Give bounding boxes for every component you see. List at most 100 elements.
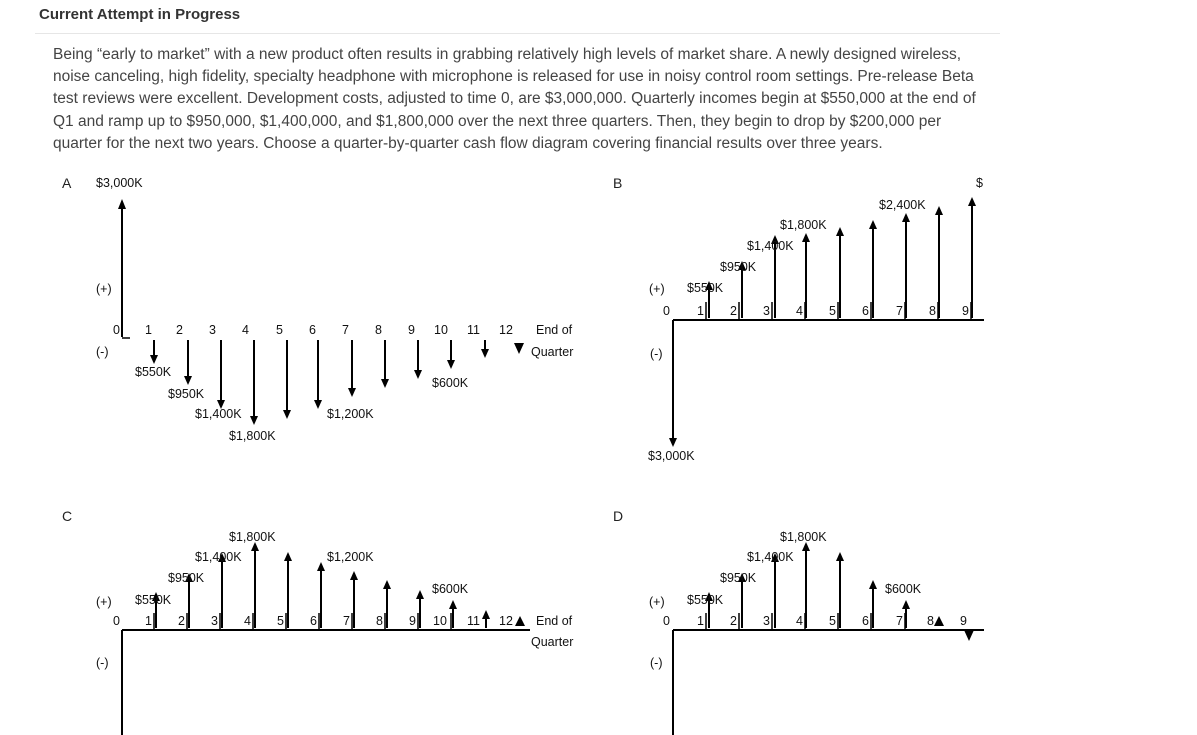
option-b-diagram[interactable]: (+) (-) 0 1 2 3 4 5 6 7 8 9 $550K $950K … <box>600 0 1000 470</box>
option-c-letter[interactable]: C <box>62 508 73 524</box>
svg-text:6: 6 <box>862 304 869 318</box>
option-b-minus: (-) <box>650 347 663 361</box>
option-c-label-950: $950K <box>168 571 205 585</box>
option-d-letter[interactable]: D <box>613 508 624 524</box>
svg-text:5: 5 <box>277 614 284 628</box>
svg-text:6: 6 <box>862 614 869 628</box>
svg-text:2: 2 <box>176 323 183 337</box>
option-d-label-950: $950K <box>720 571 757 585</box>
option-b-label-3000: $3,000K <box>648 449 695 463</box>
svg-text:3: 3 <box>763 614 770 628</box>
svg-text:8: 8 <box>929 304 936 318</box>
svg-text:9: 9 <box>960 614 967 628</box>
svg-text:1: 1 <box>145 614 152 628</box>
svg-text:10: 10 <box>434 323 448 337</box>
option-a-plus: (+) <box>96 282 112 296</box>
svg-text:9: 9 <box>408 323 415 337</box>
option-a-arrows <box>118 199 524 425</box>
option-b-label-1800: $1,800K <box>780 218 827 232</box>
svg-text:2: 2 <box>178 614 185 628</box>
option-c-arrows <box>152 542 525 628</box>
option-b-label-950: $950K <box>720 260 757 274</box>
option-b-label-550: $550K <box>687 281 724 295</box>
svg-text:3: 3 <box>763 304 770 318</box>
option-a-label-3000: $3,000K <box>96 176 143 190</box>
option-c-plus: (+) <box>96 595 112 609</box>
svg-text:2: 2 <box>730 304 737 318</box>
svg-text:9: 9 <box>409 614 416 628</box>
option-a-axis-title-2: Quarter <box>531 345 573 359</box>
option-a-label-1200: $1,200K <box>327 407 374 421</box>
svg-text:10: 10 <box>433 614 447 628</box>
option-a-minus: (-) <box>96 345 109 359</box>
option-a-label-1400: $1,400K <box>195 407 242 421</box>
option-c-label-1800: $1,800K <box>229 530 276 544</box>
option-d-diagram[interactable]: (+) (-) 0 1 2 3 4 5 6 7 8 9 $550K $950K … <box>600 470 1000 735</box>
svg-text:1: 1 <box>697 614 704 628</box>
option-d-label-550: $550K <box>687 593 724 607</box>
svg-text:9: 9 <box>962 304 969 318</box>
svg-text:5: 5 <box>276 323 283 337</box>
option-a-label-950: $950K <box>168 387 205 401</box>
option-c-period-ticks <box>153 613 452 630</box>
option-d-arrows <box>705 542 974 641</box>
option-d-plus: (+) <box>649 595 665 609</box>
svg-text:5: 5 <box>829 304 836 318</box>
svg-text:7: 7 <box>342 323 349 337</box>
option-d-ticks: 0 1 2 3 4 5 6 7 8 9 <box>663 614 967 628</box>
svg-text:3: 3 <box>209 323 216 337</box>
svg-text:4: 4 <box>244 614 251 628</box>
option-c-label-550: $550K <box>135 593 172 607</box>
svg-text:3: 3 <box>211 614 218 628</box>
option-a-axis-title-1: End of <box>536 323 573 337</box>
option-b-ticks: 0 1 2 3 4 5 6 7 8 9 <box>663 304 969 318</box>
svg-text:8: 8 <box>376 614 383 628</box>
option-a-label-550: $550K <box>135 365 172 379</box>
option-c-axis-title-2: Quarter <box>531 635 573 649</box>
svg-text:4: 4 <box>796 304 803 318</box>
svg-text:1: 1 <box>145 323 152 337</box>
option-d-label-600: $600K <box>885 582 922 596</box>
option-c-label-1200: $1,200K <box>327 550 374 564</box>
option-c-diagram[interactable]: (+) (-) 0 1 2 3 4 5 6 7 8 9 10 11 12 End… <box>0 470 600 735</box>
option-a-label-1800: $1,800K <box>229 429 276 443</box>
svg-text:4: 4 <box>242 323 249 337</box>
option-b-arrows <box>705 197 976 318</box>
option-b-label-cut: $ <box>976 176 983 190</box>
option-c-label-1400: $1,400K <box>195 550 242 564</box>
svg-text:1: 1 <box>697 304 704 318</box>
svg-text:6: 6 <box>310 614 317 628</box>
svg-text:7: 7 <box>343 614 350 628</box>
option-a-letter[interactable]: A <box>62 175 72 191</box>
option-c-minus: (-) <box>96 656 109 670</box>
divider <box>35 33 1000 34</box>
svg-text:5: 5 <box>829 614 836 628</box>
question-text: Being “early to market” with a new produ… <box>53 46 976 152</box>
svg-text:7: 7 <box>896 304 903 318</box>
option-d-label-1800: $1,800K <box>780 530 827 544</box>
option-a-ticks: 0 1 2 3 4 5 6 7 8 9 10 11 12 <box>113 323 513 337</box>
option-a-diagram[interactable]: $3,000K (+) (-) 0 1 2 3 4 5 6 7 8 9 10 1… <box>0 0 600 470</box>
svg-text:8: 8 <box>927 614 934 628</box>
option-b-label-1400: $1,400K <box>747 239 794 253</box>
svg-text:11: 11 <box>467 614 480 628</box>
option-c-label-600: $600K <box>432 582 469 596</box>
svg-text:8: 8 <box>375 323 382 337</box>
option-a-label-600: $600K <box>432 376 469 390</box>
svg-text:12: 12 <box>499 323 513 337</box>
svg-text:7: 7 <box>896 614 903 628</box>
option-c-axis-title-1: End of <box>536 614 573 628</box>
svg-text:11: 11 <box>467 323 480 337</box>
svg-text:4: 4 <box>796 614 803 628</box>
page-title: Current Attempt in Progress <box>39 6 241 23</box>
svg-text:0: 0 <box>113 323 120 337</box>
svg-text:0: 0 <box>113 614 120 628</box>
option-b-letter[interactable]: B <box>613 175 623 191</box>
option-d-minus: (-) <box>650 656 663 670</box>
option-b-plus: (+) <box>649 282 665 296</box>
svg-text:6: 6 <box>309 323 316 337</box>
svg-text:2: 2 <box>730 614 737 628</box>
svg-text:12: 12 <box>499 614 513 628</box>
svg-text:0: 0 <box>663 614 670 628</box>
svg-text:0: 0 <box>663 304 670 318</box>
